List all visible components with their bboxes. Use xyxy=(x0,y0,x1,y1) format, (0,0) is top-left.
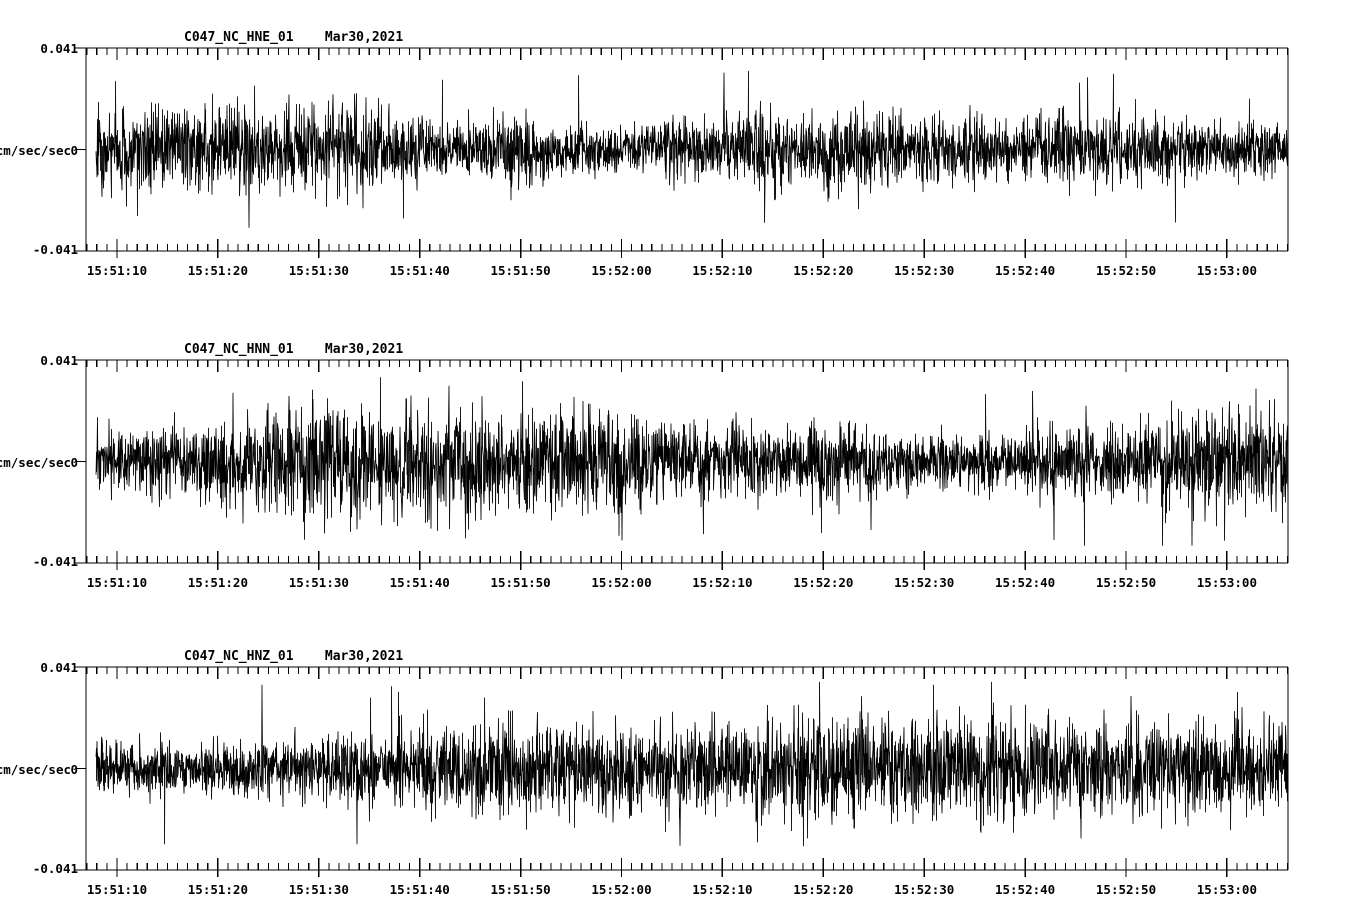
x-tick-label-hnz-9: 15:52:40 xyxy=(994,882,1056,897)
plot-axes-hnn xyxy=(75,359,1289,570)
x-tick-label-hnn-3: 15:51:40 xyxy=(389,575,450,590)
x-tick-label-hnn-10: 15:52:50 xyxy=(1095,575,1157,590)
plot-axes-hne xyxy=(75,47,1289,258)
seismogram-panel-hnn: C047_NC_HNN_01 Mar30,2021 cm/sec/sec 0.0… xyxy=(0,342,1358,602)
x-tick-label-hnz-3: 15:51:40 xyxy=(389,882,450,897)
x-tick-label-hne-8: 15:52:30 xyxy=(894,263,955,278)
y-tick-min-hnz: -0.041 xyxy=(32,861,78,876)
x-tick-label-hne-10: 15:52:50 xyxy=(1095,263,1157,278)
x-tick-label-hne-7: 15:52:20 xyxy=(793,263,854,278)
waveform-trace-hne xyxy=(95,70,1289,228)
y-axis-unit-label-hne: cm/sec/sec xyxy=(0,143,71,158)
x-tick-label-hnz-7: 15:52:20 xyxy=(793,882,854,897)
x-tick-label-hne-3: 15:51:40 xyxy=(389,263,450,278)
y-tick-zero-hne: 0 xyxy=(70,143,78,158)
x-tick-label-hnz-11: 15:53:00 xyxy=(1196,882,1257,897)
x-tick-label-hne-6: 15:52:10 xyxy=(692,263,753,278)
x-tick-label-hnn-8: 15:52:30 xyxy=(894,575,955,590)
seismogram-panel-hnz: C047_NC_HNZ_01 Mar30,2021 cm/sec/sec 0.0… xyxy=(0,649,1358,909)
y-tick-min-hnn: -0.041 xyxy=(32,554,78,569)
y-tick-zero-hnn: 0 xyxy=(70,455,78,470)
plot-axes-hnz xyxy=(75,666,1289,877)
x-tick-label-hnn-7: 15:52:20 xyxy=(793,575,854,590)
x-tick-label-hnz-0: 15:51:10 xyxy=(86,882,148,897)
x-tick-label-hne-9: 15:52:40 xyxy=(994,263,1056,278)
panel-title-hne: C047_NC_HNE_01 Mar30,2021 xyxy=(184,30,404,45)
y-tick-min-hne: -0.041 xyxy=(32,242,78,257)
x-tick-label-hne-11: 15:53:00 xyxy=(1196,263,1257,278)
x-tick-label-hne-2: 15:51:30 xyxy=(288,263,349,278)
x-tick-label-hnz-10: 15:52:50 xyxy=(1095,882,1157,897)
x-tick-label-hnn-4: 15:51:50 xyxy=(490,575,551,590)
x-tick-label-hnn-11: 15:53:00 xyxy=(1196,575,1257,590)
x-tick-label-hnn-0: 15:51:10 xyxy=(86,575,148,590)
x-tick-label-hnz-1: 15:51:20 xyxy=(187,882,248,897)
y-tick-max-hnz: 0.041 xyxy=(40,660,78,675)
waveform-trace-hnz xyxy=(95,681,1289,847)
waveform-trace-hnn xyxy=(95,377,1289,546)
x-tick-label-hne-5: 15:52:00 xyxy=(591,263,652,278)
x-tick-label-hnz-4: 15:51:50 xyxy=(490,882,551,897)
x-tick-label-hnz-2: 15:51:30 xyxy=(288,882,349,897)
y-axis-unit-label-hnz: cm/sec/sec xyxy=(0,762,71,777)
x-tick-label-hnz-6: 15:52:10 xyxy=(692,882,753,897)
x-tick-label-hnz-8: 15:52:30 xyxy=(894,882,955,897)
y-tick-max-hne: 0.041 xyxy=(40,41,78,56)
x-tick-label-hnn-1: 15:51:20 xyxy=(187,575,248,590)
x-tick-label-hne-1: 15:51:20 xyxy=(187,263,248,278)
y-tick-zero-hnz: 0 xyxy=(70,762,78,777)
panel-title-hnz: C047_NC_HNZ_01 Mar30,2021 xyxy=(184,649,404,664)
y-tick-max-hnn: 0.041 xyxy=(40,353,78,368)
y-axis-unit-label-hnn: cm/sec/sec xyxy=(0,455,71,470)
x-tick-label-hne-4: 15:51:50 xyxy=(490,263,551,278)
x-tick-label-hnn-6: 15:52:10 xyxy=(692,575,753,590)
x-tick-label-hne-0: 15:51:10 xyxy=(86,263,148,278)
x-tick-label-hnn-9: 15:52:40 xyxy=(994,575,1056,590)
seismogram-panel-hne: C047_NC_HNE_01 Mar30,2021 cm/sec/sec 0.0… xyxy=(0,30,1358,290)
x-tick-label-hnn-5: 15:52:00 xyxy=(591,575,652,590)
x-tick-label-hnz-5: 15:52:00 xyxy=(591,882,652,897)
panel-title-hnn: C047_NC_HNN_01 Mar30,2021 xyxy=(184,342,404,357)
x-tick-label-hnn-2: 15:51:30 xyxy=(288,575,349,590)
